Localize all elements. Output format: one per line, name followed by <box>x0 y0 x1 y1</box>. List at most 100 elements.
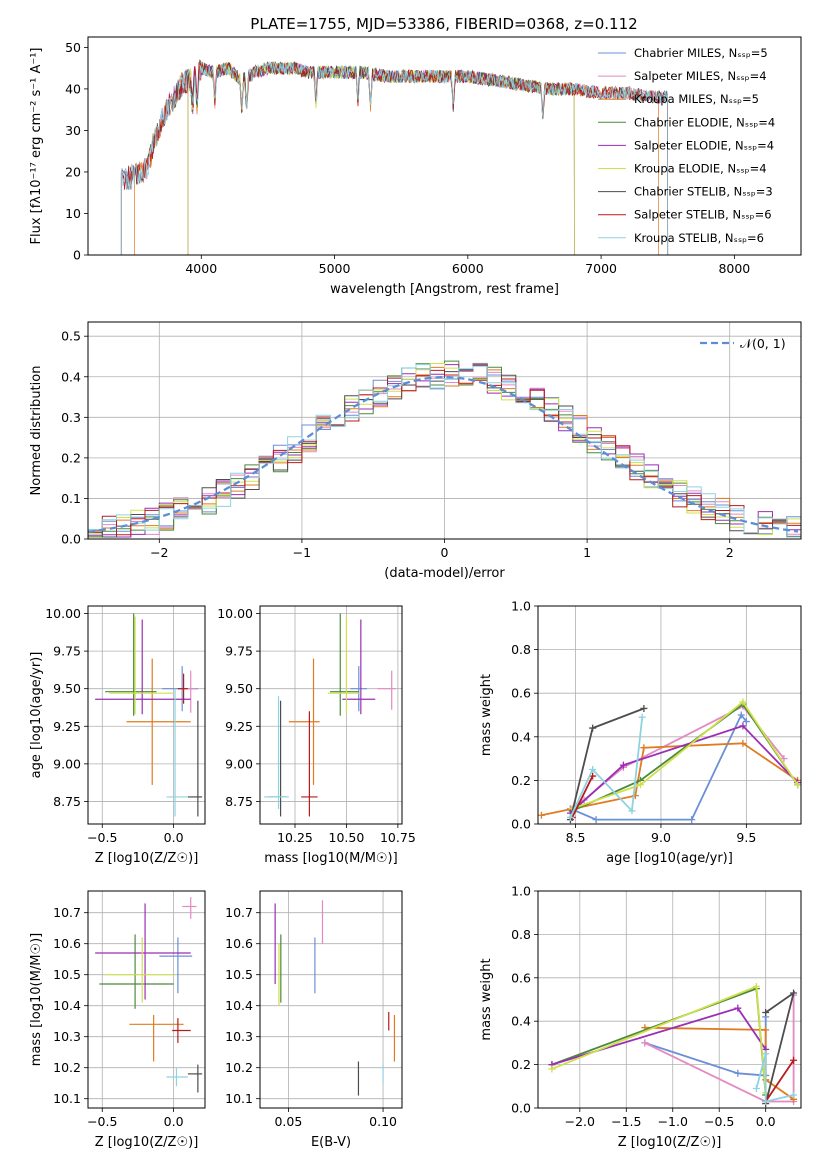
x-tick-label: 8.5 <box>566 830 586 845</box>
mass-weight-line <box>551 985 767 1093</box>
errorbar-point <box>159 937 193 994</box>
y-tick-label: 40 <box>65 81 81 96</box>
legend-entry: Kroupa MILES, Nₛₛₚ=5 <box>634 92 759 106</box>
mass-weight-marker <box>762 1009 770 1017</box>
mass-weight-line <box>764 1059 795 1103</box>
legend-entry: Salpeter ELODIE, Nₛₛₚ=4 <box>634 138 774 152</box>
y-tick-label: 9.75 <box>53 644 81 659</box>
errorbar-point <box>301 711 318 817</box>
y-tick-label: 10.2 <box>53 1060 81 1075</box>
errorbar-point <box>342 619 376 715</box>
y-tick-label: 9.75 <box>225 644 253 659</box>
mw_vs_Z-frame <box>537 890 802 1109</box>
mass-weight-marker <box>734 1069 742 1077</box>
y-tick-label: 1.0 <box>511 599 531 614</box>
errorbar-point <box>95 903 191 1000</box>
mw_vs_age-axes: 8.5 9.0 9.5 0.0 0.2 0.4 0.6 0.8 1.0 age [log10(ag… <box>479 599 802 866</box>
y-tick-label: 9.25 <box>53 719 81 734</box>
legend-entry: 𝒩(0, 1) <box>740 336 786 351</box>
y-tick-label: 0.8 <box>511 927 531 942</box>
errorbar-point <box>105 613 157 716</box>
age_vs_mass-frame <box>259 605 403 825</box>
mass-weight-marker <box>762 1050 770 1058</box>
errorbar-point <box>126 658 191 785</box>
figure-title: PLATE=1755, MJD=53386, FIBERID=0368, z=0… <box>250 15 637 33</box>
y-tick-label: 9.50 <box>225 681 253 696</box>
mass-weight-marker <box>640 704 648 712</box>
x-tick-label: 2 <box>726 545 734 560</box>
y-tick-label: 9.25 <box>225 719 253 734</box>
x-tick-label: 1 <box>583 545 591 560</box>
y-tick-label: 20 <box>65 164 81 179</box>
mass-weight-marker <box>589 724 597 732</box>
mass-weight-marker <box>640 744 648 752</box>
residuals-legend: 𝒩(0, 1) <box>700 336 786 351</box>
age_vs_mass-axes: 10.25 10.50 10.75 8.75 9.00 9.25 9.50 9.75 10.00… <box>217 605 416 866</box>
mass-weight-marker <box>589 766 597 773</box>
y-tick-label: 30 <box>65 123 81 138</box>
errorbar-point <box>166 688 188 817</box>
y-tick-label: 10.4 <box>53 998 81 1013</box>
age_vs_Z-plot-area <box>95 613 203 817</box>
errorbar-point <box>95 619 191 715</box>
mass-weight-marker <box>628 807 636 815</box>
mass-weight-line <box>571 700 799 810</box>
errorbar-point <box>187 1064 203 1093</box>
y-tick-label: 8.75 <box>53 794 81 809</box>
mass-weight-marker <box>739 739 747 747</box>
mass_vs_ebv-axes: 0.05 0.10 10.1 10.2 10.3 10.4 10.5 10.6 10.7 E(B-… <box>225 890 403 1150</box>
y-tick-label: 0.2 <box>61 450 81 465</box>
errorbar-point <box>109 616 174 715</box>
residual-histogram <box>88 363 801 538</box>
x-tick-label: 0.10 <box>369 1114 397 1129</box>
mass-weight-marker <box>739 698 747 706</box>
spectrum-series-line <box>120 61 669 255</box>
y-tick-label: 0.2 <box>511 773 531 788</box>
residual-histogram <box>88 364 801 538</box>
mass-weight-marker <box>638 713 646 721</box>
y-tick-label: 0.0 <box>61 532 81 547</box>
mass_vs_ebv-x-axis-label: E(B-V) <box>311 1135 351 1150</box>
y-tick-label: 0.2 <box>511 1057 531 1072</box>
mass_vs_Z-frame <box>87 890 206 1109</box>
mw_vs_age-frame <box>537 605 802 825</box>
legend-entry: Chabrier MILES, Nₛₛₚ=5 <box>634 46 768 60</box>
x-tick-label: 10.25 <box>277 830 313 845</box>
spectrum-y-axis-label: Flux [fλ10⁻¹⁷ erg cm⁻² s⁻¹ A⁻¹] <box>29 48 44 245</box>
x-tick-label: 0 <box>441 545 449 560</box>
mw_vs_Z-axes: −2.0 −1.5 −1.0 −0.5 0.0 0.0 0.2 0.4 0.6 0.8 1.0 Z [… <box>479 884 802 1150</box>
y-tick-label: 0.5 <box>61 329 81 344</box>
x-tick-label: −2 <box>150 545 168 560</box>
mass-weight-marker <box>737 711 745 719</box>
x-tick-label: −1 <box>293 545 311 560</box>
y-tick-label: 10.3 <box>53 1029 81 1044</box>
mass-weight-marker <box>538 811 545 819</box>
x-tick-label: −0.5 <box>704 1114 734 1129</box>
mass_vs_ebv-frame <box>259 890 403 1109</box>
errorbar-point <box>329 613 359 716</box>
y-tick-label: 10.00 <box>45 606 81 621</box>
mass-weight-marker <box>752 1084 760 1092</box>
errorbar-point <box>377 670 396 710</box>
y-tick-label: 10.1 <box>225 1091 253 1106</box>
residuals-axes: −2 −1 0 1 2 0.0 0.1 0.2 0.3 0.4 0.5 (data-model)/er… <box>29 321 802 581</box>
y-tick-label: 0 <box>73 248 81 263</box>
y-tick-label: 10.1 <box>53 1091 81 1106</box>
errorbar-point <box>105 937 174 1003</box>
mw_vs_age-x-axis-label: age [log10(age/yr)] <box>606 851 733 866</box>
mass-weight-line <box>569 717 644 818</box>
x-tick-label: −1.0 <box>658 1114 688 1129</box>
mass-weight-line <box>551 987 767 1096</box>
y-tick-label: 10.4 <box>225 998 253 1013</box>
x-tick-label: 8000 <box>718 261 750 276</box>
mass-weight-marker <box>780 755 788 763</box>
mass-weight-line <box>571 775 594 818</box>
errorbar-point <box>288 658 320 785</box>
mass-weight-line <box>644 1016 767 1077</box>
errorbar-point <box>99 934 174 1009</box>
y-tick-label: 10.00 <box>217 606 253 621</box>
y-tick-label: 9.00 <box>53 756 81 771</box>
mass-weight-marker <box>566 813 574 821</box>
spectrum-series-line <box>120 61 669 255</box>
errorbar-point <box>129 1015 184 1062</box>
